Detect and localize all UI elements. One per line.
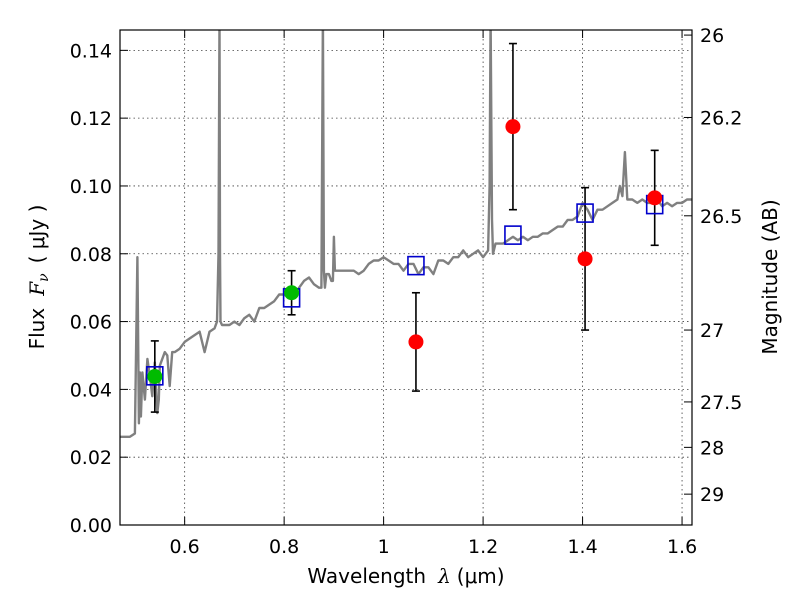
- y-tick-label: 0.02: [70, 447, 112, 469]
- y-tick-label: 0.04: [70, 379, 112, 401]
- y-tick-label: 0.00: [70, 515, 112, 537]
- model-square: [407, 255, 425, 276]
- y2-axis-title: Magnitude (AB): [758, 199, 782, 354]
- y2-tick-label: 26.2: [700, 107, 742, 129]
- axis-ticks: [120, 30, 692, 526]
- y-tick-label: 0.14: [70, 40, 112, 62]
- y-tick-label: 0.12: [70, 108, 112, 130]
- y2-tick-label: 28: [700, 437, 724, 459]
- y2-tick-label: 27.5: [700, 392, 742, 414]
- x-tick-label: 1.6: [667, 536, 697, 558]
- x-tick-label: 1.2: [468, 536, 498, 558]
- model-square: [146, 366, 164, 386]
- observed-point: [647, 190, 663, 206]
- y-tick-label: 0.08: [70, 244, 112, 266]
- model-square: [504, 225, 522, 245]
- x-tick-label: 0.8: [269, 536, 299, 558]
- model-spectrum: [120, 30, 692, 438]
- x-tick-label: 1: [378, 536, 390, 558]
- plot-frame: [119, 29, 693, 526]
- grid: [120, 30, 692, 526]
- spectrum-line: [120, 30, 692, 438]
- model-square: [576, 203, 594, 223]
- observed-point: [284, 285, 300, 301]
- observed-point: [577, 251, 593, 267]
- tick-labels: 0.6 0.8 1 1.2 1.4 1.6 0.00 0.02 0.04 0.06 0.08 0.10…: [70, 25, 743, 558]
- x-tick-label: 0.6: [170, 536, 200, 558]
- x-axis-title: Wavelength λ (μm): [307, 564, 504, 588]
- observed-point: [505, 119, 521, 135]
- observed-point: [408, 334, 424, 350]
- y2-tick-label: 29: [700, 484, 724, 506]
- y2-tick-label: 26: [700, 25, 724, 47]
- y-tick-label: 0.10: [70, 176, 112, 198]
- observed-point: [147, 369, 163, 384]
- y-tick-label: 0.06: [70, 312, 112, 334]
- observed-photometry-points: [147, 119, 663, 384]
- x-tick-label: 1.4: [567, 536, 597, 558]
- y-axis-title: FluxFν( μJy ): [25, 205, 52, 350]
- y2-tick-label: 26.5: [700, 206, 742, 228]
- y2-tick-label: 27: [700, 320, 724, 342]
